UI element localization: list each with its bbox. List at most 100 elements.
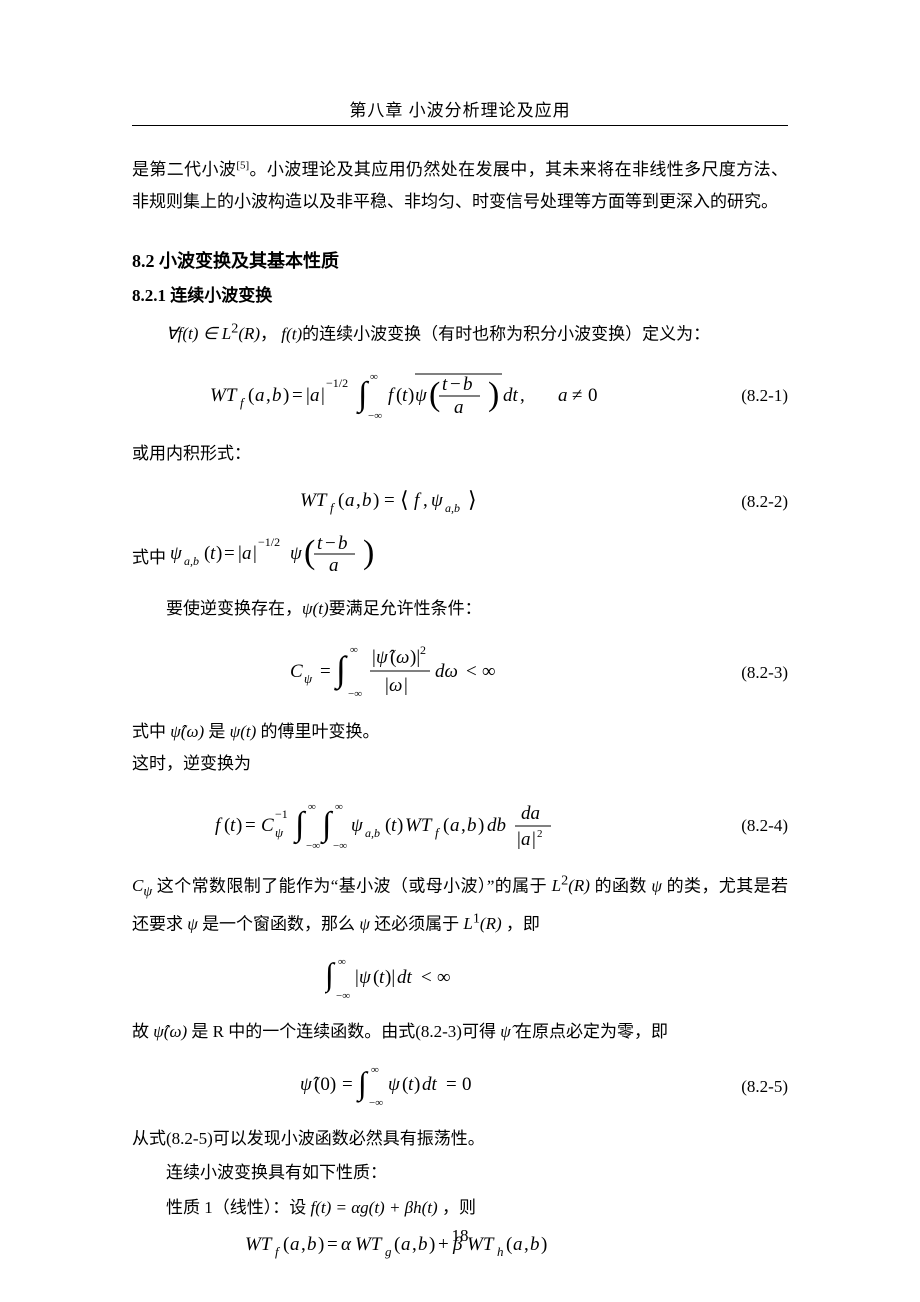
equation-8-2-3-body: C ψ = ∫ ∞ −∞ | ψ̂ ( ω )| 2 | ω | bbox=[132, 639, 698, 706]
math-f-t: f(t) bbox=[281, 324, 302, 343]
equation-8-2-2: WT f ( a , b ) = ⟨ f , ψ a,b ⟩ (8.2-2) bbox=[132, 484, 788, 521]
svg-text:−1/2: −1/2 bbox=[258, 535, 280, 549]
para-inner-product: 或用内积形式： bbox=[132, 438, 788, 470]
equation-8-2-3: C ψ = ∫ ∞ −∞ | ψ̂ ( ω )| 2 | ω | bbox=[132, 639, 788, 706]
svg-text:): ) bbox=[408, 385, 414, 406]
svg-text:=: = bbox=[320, 661, 331, 682]
svg-text:ω: ω bbox=[396, 647, 409, 668]
svg-text:−1/2: −1/2 bbox=[326, 376, 348, 390]
svg-text:<: < bbox=[421, 967, 432, 988]
math-f-eq: f(t) = αg(t) + βh(t) bbox=[311, 1198, 438, 1217]
math-psi-t: ψ(t) bbox=[302, 599, 329, 618]
svg-text:(: ( bbox=[304, 534, 315, 571]
svg-text:=: = bbox=[342, 1074, 353, 1095]
svg-text:): ) bbox=[478, 815, 484, 836]
svg-text:∞: ∞ bbox=[437, 967, 451, 988]
svg-text:a: a bbox=[450, 815, 460, 836]
svg-text:−∞: −∞ bbox=[333, 840, 347, 852]
heading-8-2: 8.2 小波变换及其基本性质 bbox=[132, 247, 788, 273]
svg-text:(: ( bbox=[443, 815, 449, 836]
svg-text:f: f bbox=[435, 825, 441, 840]
svg-text:⟨: ⟨ bbox=[400, 487, 409, 512]
svg-text:): ) bbox=[363, 534, 374, 571]
svg-text:<: < bbox=[466, 661, 477, 682]
svg-text:a: a bbox=[242, 543, 252, 564]
para-inverse-intro: 这时，逆变换为 bbox=[132, 748, 788, 780]
svg-text:∞: ∞ bbox=[370, 371, 378, 383]
svg-text:ψ: ψ bbox=[275, 825, 284, 840]
svg-text:−: − bbox=[325, 533, 336, 554]
svg-text:−∞: −∞ bbox=[369, 1097, 383, 1108]
citation-5: [5] bbox=[236, 159, 249, 171]
svg-text:ω: ω bbox=[389, 675, 402, 696]
para-continuous-note: 故 ψ̂(ω) 是 R 中的一个连续函数。由式(8.2-3)可得 ψ̂ 在原点必… bbox=[132, 1016, 788, 1048]
svg-text:C: C bbox=[261, 815, 274, 836]
para-admissibility-prefix: 要使逆变换存在， bbox=[166, 599, 302, 618]
equation-8-2-1: WT f ( a , b ) = | a | −1/2 ∫ ∞ −∞ f bbox=[132, 365, 788, 428]
svg-text:b: b bbox=[338, 533, 348, 554]
svg-text:∫: ∫ bbox=[334, 649, 348, 691]
para-property-1: 性质 1（线性）：设 f(t) = αg(t) + βh(t) ，则 bbox=[132, 1192, 788, 1224]
svg-text:b: b bbox=[272, 385, 282, 406]
svg-text:a: a bbox=[345, 490, 355, 511]
svg-text:−: − bbox=[450, 374, 461, 395]
para-cwt-def-tail: 的连续小波变换（有时也称为积分小波变换）定义为： bbox=[302, 324, 710, 343]
seg2: 的函数 bbox=[595, 876, 647, 895]
svg-text:,: , bbox=[520, 385, 525, 406]
svg-text:,: , bbox=[266, 385, 271, 406]
svg-text:dt: dt bbox=[422, 1074, 438, 1095]
svg-text:dt: dt bbox=[503, 385, 519, 406]
svg-text:a: a bbox=[558, 385, 568, 406]
prop1-prefix: 性质 1（线性）：设 bbox=[166, 1198, 306, 1217]
intro-before-cite: 是第二代小波 bbox=[132, 160, 236, 179]
svg-text:−∞: −∞ bbox=[336, 990, 350, 1001]
svg-text:ψ: ψ bbox=[304, 671, 313, 686]
svg-text:h: h bbox=[497, 1244, 504, 1259]
svg-text:a,b: a,b bbox=[365, 826, 380, 840]
svg-text:−∞: −∞ bbox=[306, 840, 320, 852]
svg-text:a: a bbox=[329, 555, 339, 576]
svg-text:): ) bbox=[414, 1074, 420, 1095]
svg-text:|: | bbox=[321, 385, 325, 406]
svg-text:−∞: −∞ bbox=[348, 688, 362, 700]
math-psi-3: ψ bbox=[359, 914, 370, 933]
equation-8-2-5: ψ̂ (0) = ∫ ∞ −∞ ψ ( t ) dt = 0 (8.2-5) bbox=[132, 1062, 788, 1113]
prop1-suffix: ，则 bbox=[442, 1198, 476, 1217]
equation-8-2-3-number: (8.2-3) bbox=[698, 663, 788, 683]
math-psi-t-2: ψ(t) bbox=[230, 722, 257, 741]
svg-text:=: = bbox=[384, 490, 395, 511]
svg-text:f: f bbox=[330, 500, 336, 515]
svg-text:∫: ∫ bbox=[293, 806, 307, 845]
svg-text:−∞: −∞ bbox=[368, 410, 382, 422]
txt-3: 的傅里叶变换。 bbox=[261, 722, 380, 741]
svg-text:t: t bbox=[442, 374, 448, 395]
math-L2R: L2(R) bbox=[552, 876, 590, 895]
equation-8-2-2-number: (8.2-2) bbox=[698, 492, 788, 512]
equation-8-2-2-body: WT f ( a , b ) = ⟨ f , ψ a,b ⟩ bbox=[132, 484, 698, 521]
svg-text:0: 0 bbox=[588, 385, 598, 406]
intro-paragraph: 是第二代小波[5]。小波理论及其应用仍然处在发展中，其未来将在非线性多尺度方法、… bbox=[132, 154, 788, 219]
math-L1R: L1(R) bbox=[463, 914, 501, 933]
para-admissibility-suffix: 要满足允许性条件： bbox=[329, 599, 482, 618]
svg-text:b: b bbox=[467, 815, 477, 836]
page: 第八章 小波分析理论及应用 是第二代小波[5]。小波理论及其应用仍然处在发展中，… bbox=[0, 0, 920, 1302]
svg-text:a: a bbox=[310, 385, 320, 406]
svg-text:ψ: ψ bbox=[359, 967, 372, 988]
svg-text:∫: ∫ bbox=[356, 1065, 369, 1103]
svg-text:g: g bbox=[385, 1244, 392, 1259]
svg-text:=: = bbox=[224, 543, 235, 564]
svg-text:db: db bbox=[487, 815, 506, 836]
para-psi-ab-def-prefix: 式中 bbox=[132, 548, 166, 567]
svg-text:f: f bbox=[414, 490, 422, 511]
seg5: 还必须属于 bbox=[374, 914, 459, 933]
seg1: 这个常数限制了能作为“基小波（或母小波）”的属于 bbox=[157, 876, 547, 895]
txt-2: 是 bbox=[208, 722, 225, 741]
equation-L1: ∫ ∞ −∞ | ψ ( t )| dt < ∞ bbox=[132, 955, 788, 1006]
svg-text:): ) bbox=[488, 376, 499, 413]
txt-1: 式中 bbox=[132, 722, 166, 741]
svg-text:,: , bbox=[423, 490, 428, 511]
svg-text:∞: ∞ bbox=[308, 801, 316, 813]
svg-text:∫: ∫ bbox=[325, 956, 336, 994]
svg-text:ψ: ψ bbox=[351, 815, 364, 836]
svg-text:dt: dt bbox=[397, 967, 413, 988]
